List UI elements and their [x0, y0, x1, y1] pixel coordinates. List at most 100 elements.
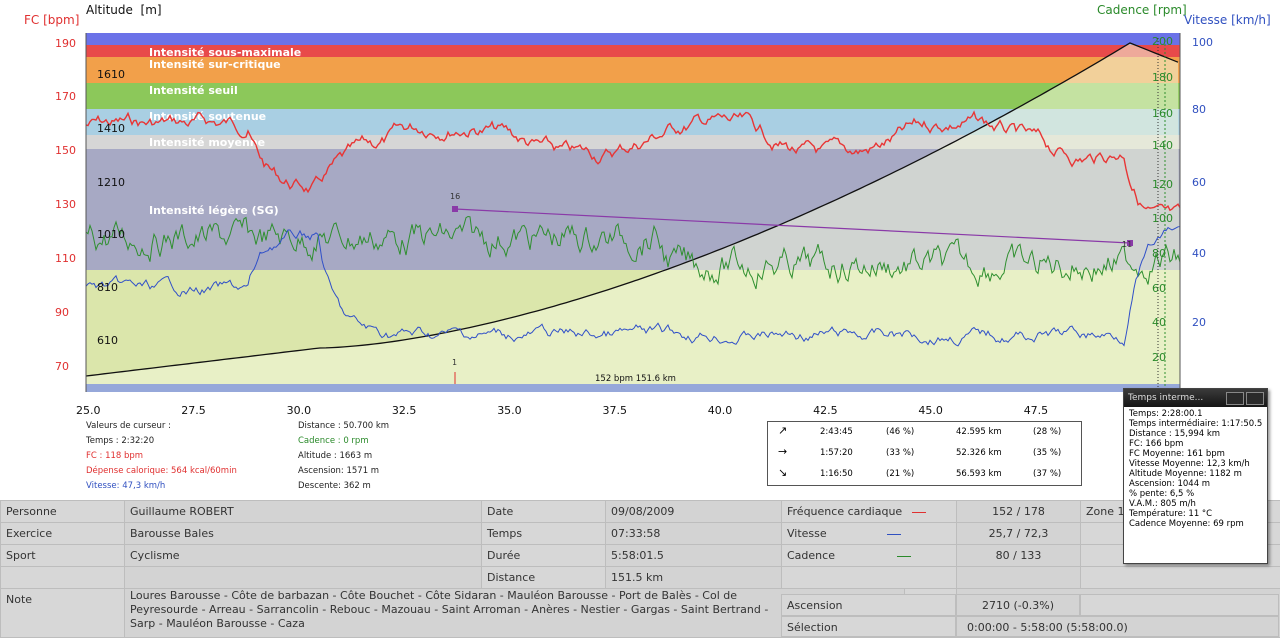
speed-tick: 20: [1192, 316, 1206, 329]
arrow-right-icon: →: [778, 445, 788, 458]
altitude-tick: 1010: [97, 228, 125, 241]
note-label: Note: [0, 588, 125, 638]
distance-label: Distance: [481, 566, 606, 589]
stats-row-up: ↗ 2:43:45 (46 %) 42.595 km (28 %): [768, 422, 1081, 443]
empty-cell: [1080, 566, 1280, 589]
x-tick: 25.0: [76, 404, 101, 417]
altitude-label: Altitude: [86, 3, 133, 17]
fc-label: Fréquence cardiaque: [780, 500, 958, 523]
cadence-legend-line: [896, 555, 911, 557]
stats-row-flat: → 1:57:20 (33 %) 52.326 km (35 %): [768, 443, 1081, 464]
lap-point-16: [452, 206, 458, 212]
cursor-cadence: Cadence : 0 rpm: [298, 436, 369, 446]
sport-label: Sport: [0, 544, 125, 567]
vitesse-label-text: Vitesse: [787, 527, 827, 540]
x-tick: 47.5: [1024, 404, 1048, 417]
fc-legend-line: [912, 511, 927, 513]
speed-tick: 40: [1192, 247, 1206, 260]
axis-ticks: 190 170 150 130 110 90 70 1610 1410 1210 1010 810 61…: [55, 33, 1213, 417]
fc-tick: 170: [55, 90, 76, 103]
cursor-ascension: Ascension: 1571 m: [298, 466, 380, 476]
cadence-label: Cadence: [780, 544, 958, 567]
popup-line: FC Moyenne: 161 bpm: [1129, 449, 1225, 459]
date-label: Date: [481, 500, 606, 523]
popup-line: Cadence Moyenne: 69 rpm: [1129, 519, 1244, 529]
speed-line: [85, 226, 1181, 347]
exercice-value: Barousse Bales: [124, 522, 482, 545]
zone-label: Intensité légère (SG): [149, 204, 279, 217]
cursor-distance: Distance : 50.700 km: [298, 421, 390, 431]
cursor-descente: Descente: 362 m: [298, 481, 371, 491]
note-line: Loures Barousse - Côte de barbazan - Côt…: [130, 589, 738, 603]
ascension-row: Ascension 2710 (-0.3%): [781, 594, 1279, 616]
stats-dist-pct: (35 %): [1033, 448, 1062, 458]
altitude-axis-label: Altitude [m]: [86, 3, 162, 17]
fc-label-text: Fréquence cardiaque: [787, 505, 903, 518]
altitude-tick: 610: [97, 334, 118, 347]
popup-line: % pente: 6,5 %: [1129, 489, 1195, 499]
x-tick: 27.5: [181, 404, 206, 417]
popup-line: Distance : 15,994 km: [1129, 429, 1221, 439]
empty-cell: [956, 566, 1082, 589]
date-value: 09/08/2009: [605, 500, 782, 523]
altitude-area: [86, 43, 1180, 392]
marker-label-11: 11: [1122, 240, 1132, 249]
popup-titlebar[interactable]: Temps interme...: [1124, 389, 1267, 407]
speed-tick: 100: [1192, 36, 1213, 49]
zone-label: Intensité sous-maximale: [149, 46, 301, 59]
empty-cell: [1080, 594, 1279, 616]
altitude-tick: 810: [97, 281, 118, 294]
selection-value: 0:00:00 - 5:58:00 (5:58:00.0): [956, 616, 1279, 637]
stats-time-pct: (46 %): [886, 427, 915, 437]
stats-dist: 42.595 km: [956, 427, 1002, 437]
stats-dist-pct: (28 %): [1033, 427, 1062, 437]
duree-label: Durée: [481, 544, 606, 567]
fc-tick: 110: [55, 252, 76, 265]
x-tick: 42.5: [813, 404, 838, 417]
cadence-tick: 140: [1152, 139, 1173, 152]
marker-label-16: 16: [450, 192, 460, 201]
popup-line: Altitude Moyenne: 1182 m: [1129, 469, 1242, 479]
empty-cell: [124, 566, 482, 589]
popup-line: Ascension: 1044 m: [1129, 479, 1211, 489]
fc-tick: 150: [55, 144, 76, 157]
cursor-vitesse: Vitesse: 47,3 km/h: [86, 481, 166, 491]
zone-label: Intensité moyenne: [149, 136, 265, 149]
intermediate-time-popup[interactable]: Temps interme... Temps: 2:28:00.1 Temps …: [1123, 388, 1268, 564]
zone-label: Intensité soutenue: [149, 110, 266, 123]
popup-line: Température: 11 °C: [1129, 509, 1213, 519]
fc-tick: 190: [55, 37, 76, 50]
temps-label: Temps: [481, 522, 606, 545]
note-line: Sarp - Mauléon Barousse - Caza: [130, 617, 305, 630]
sport-value: Cyclisme: [124, 544, 482, 567]
popup-line: V.A.M.: 805 m/h: [1129, 499, 1196, 509]
cadence-label-text: Cadence: [787, 549, 835, 562]
altitude-tick: 1210: [97, 176, 125, 189]
arrow-down-icon: ↘: [778, 466, 788, 479]
altitude-tick: 1410: [97, 122, 125, 135]
minimize-icon[interactable]: [1226, 392, 1244, 405]
cadence-tick: 80: [1152, 247, 1166, 260]
temps-value: 07:33:58: [605, 522, 782, 545]
x-tick: 35.0: [497, 404, 522, 417]
lap-line: [454, 208, 1131, 244]
speed-tick: 80: [1192, 103, 1206, 116]
popup-line: Vitesse Moyenne: 12,3 km/h: [1129, 459, 1250, 469]
zone-label: Intensité sur-critique: [149, 58, 281, 71]
fc-tick: 90: [55, 306, 69, 319]
cursor-altitude: Altitude : 1663 m: [298, 451, 373, 461]
max-zone-band: [86, 33, 1180, 45]
personne-value: Guillaume ROBERT: [124, 500, 482, 523]
vitesse-legend-line: [886, 533, 901, 535]
heart-rate-line: [85, 110, 1181, 212]
cadence-tick: 100: [1152, 212, 1173, 225]
cadence-tick: 120: [1152, 178, 1173, 191]
popup-line: Temps: 2:28:00.1: [1129, 409, 1203, 419]
close-icon[interactable]: [1246, 392, 1264, 405]
cadence-tick: 200: [1152, 35, 1173, 48]
personne-label: Personne: [0, 500, 125, 523]
marker-label-1: 1: [452, 358, 457, 367]
fc-axis-label: FC [bpm]: [24, 13, 80, 27]
